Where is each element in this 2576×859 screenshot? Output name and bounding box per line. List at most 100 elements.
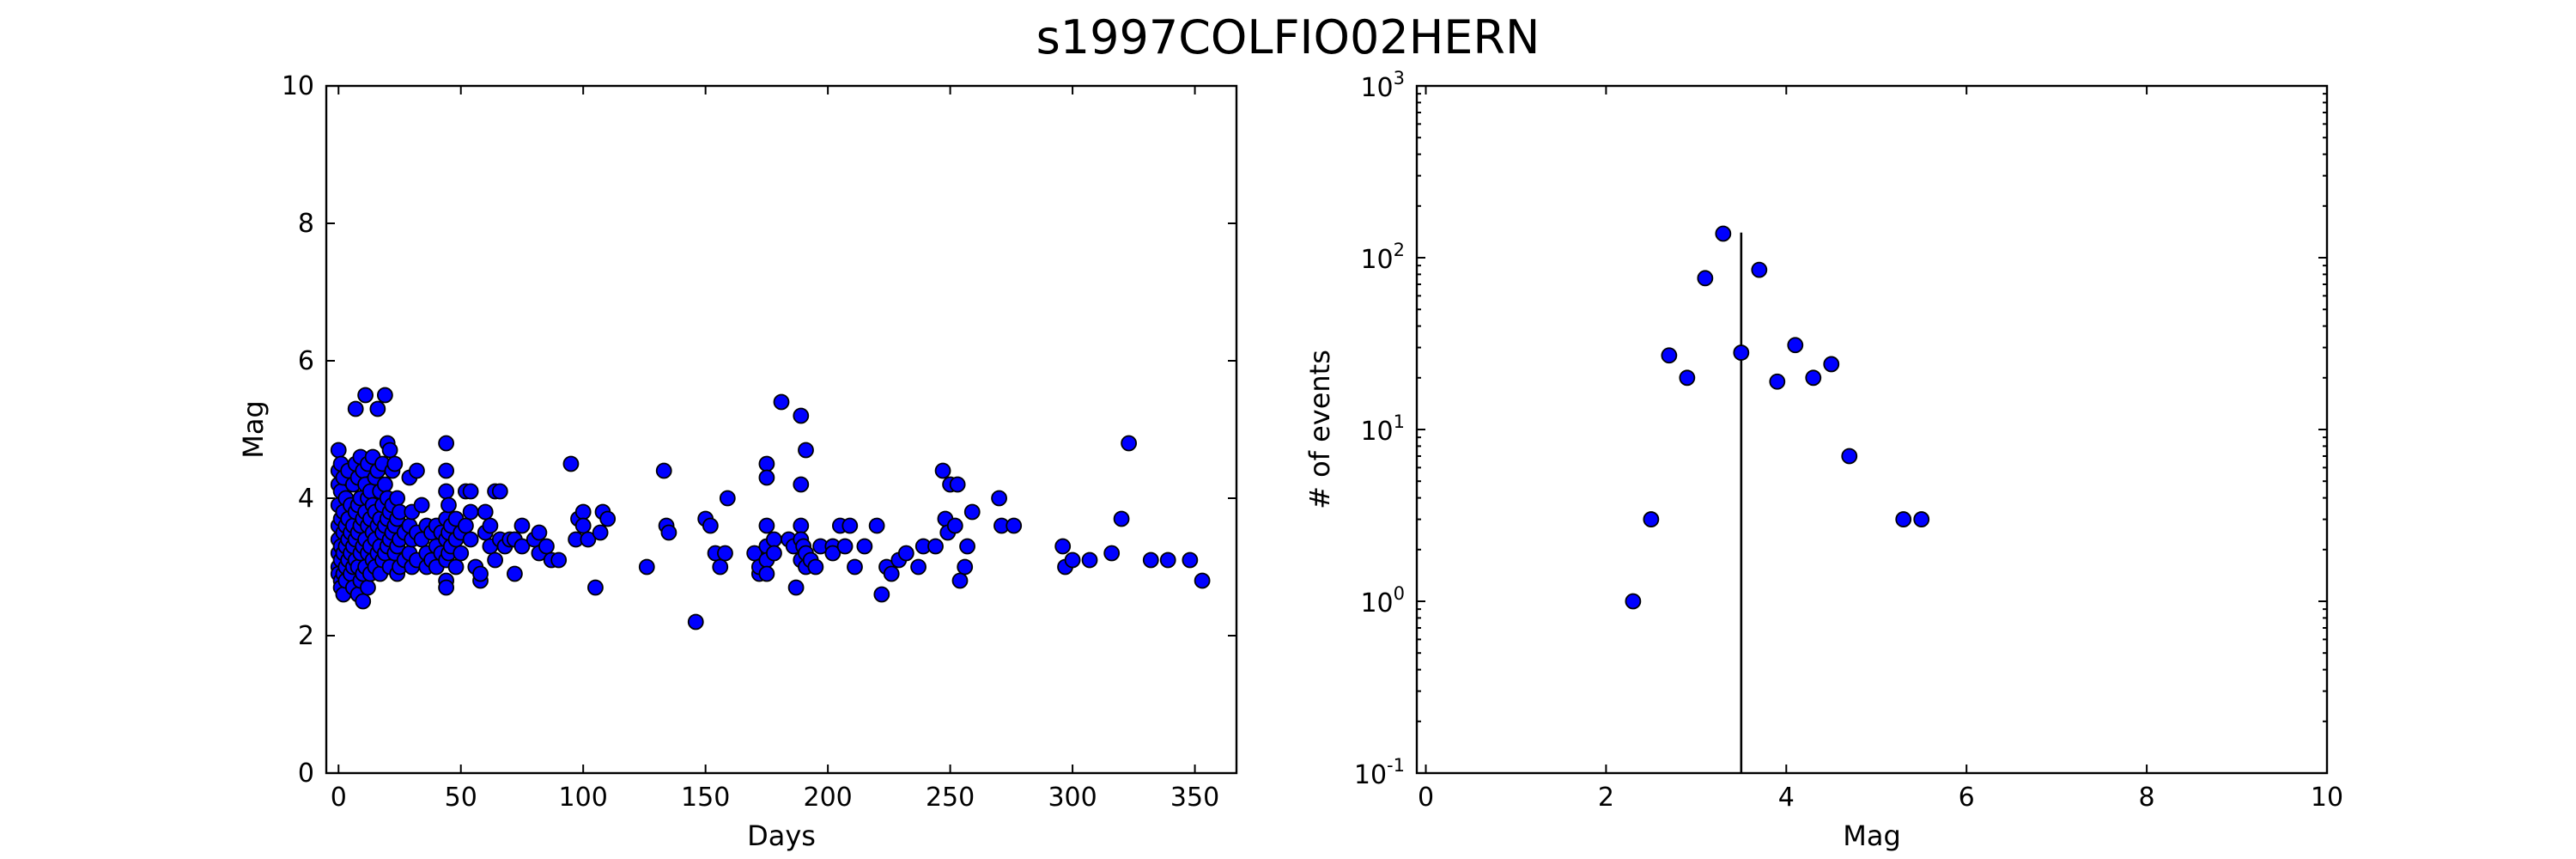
magnitude-point-112 xyxy=(389,490,406,507)
magnitude-point-252 xyxy=(934,462,951,479)
p1-y-tick-label: 0 xyxy=(298,758,314,789)
magnitude-point-273 xyxy=(1159,551,1176,569)
magnitude-point-275 xyxy=(1194,572,1211,589)
magnitude-point-207 xyxy=(717,545,733,562)
frequency-point-5 xyxy=(1715,225,1732,242)
magnitude-point-223 xyxy=(787,579,805,596)
magnitude-point-162 xyxy=(462,483,479,500)
magnitude-point-163 xyxy=(462,503,479,521)
p2-x-axis-title: Mag xyxy=(1843,819,1901,852)
p2-x-tick-label: 4 xyxy=(1778,783,1795,813)
magnitude-point-185 xyxy=(538,538,555,555)
magnitude-point-249 xyxy=(910,558,927,576)
magnitude-point-246 xyxy=(883,565,900,582)
magnitude-point-259 xyxy=(957,558,974,576)
frequency-point-12 xyxy=(1841,448,1858,465)
magnitude-point-143 xyxy=(438,462,455,479)
p1-x-tick-label: 300 xyxy=(1048,783,1097,813)
magnitude-point-173 xyxy=(487,551,504,569)
frequency-magnitude-panel: 0 2 4 6 8 10 10-1 100 101 102 103 Mag # of events xyxy=(1303,68,2343,852)
frequency-point-9 xyxy=(1787,337,1804,354)
magnitude-point-109 xyxy=(386,455,404,472)
magnitude-point-264 xyxy=(1005,517,1023,534)
frequency-points xyxy=(1625,225,1930,610)
magnitude-point-187 xyxy=(550,551,568,569)
magnitude-point-208 xyxy=(719,490,736,507)
frequency-point-0 xyxy=(1625,593,1642,610)
magnitude-point-192 xyxy=(574,517,592,534)
magnitude-point-268 xyxy=(1081,551,1098,569)
p2-y-tick-label: 103 xyxy=(1360,68,1405,103)
p1-x-tick-label: 0 xyxy=(331,783,347,813)
magnitude-point-237 xyxy=(824,545,841,562)
p1-x-tick-label: 100 xyxy=(559,783,608,813)
magnitude-point-197 xyxy=(599,510,617,527)
magnitude-point-201 xyxy=(660,524,677,541)
magnitude-point-270 xyxy=(1113,510,1130,527)
magnitude-point-213 xyxy=(758,469,775,486)
magnitude-point-209 xyxy=(746,545,763,562)
p2-y-tick-label: 10-1 xyxy=(1354,755,1405,790)
magnitude-point-272 xyxy=(1142,551,1159,569)
magnitude-point-269 xyxy=(1103,545,1121,562)
magnitude-point-243 xyxy=(868,517,885,534)
magnitude-point-194 xyxy=(587,579,604,596)
magnitude-point-95 xyxy=(376,476,393,493)
magnitude-point-258 xyxy=(951,572,969,589)
magnitude-point-183 xyxy=(531,524,548,541)
frequency-point-13 xyxy=(1895,511,1912,527)
frequency-point-14 xyxy=(1913,511,1930,527)
magnitude-point-164 xyxy=(462,531,479,548)
p2-y-tick-label: 100 xyxy=(1360,583,1405,618)
magnitude-point-178 xyxy=(507,565,523,582)
magnitude-point-218 xyxy=(766,531,782,548)
p2-y-axis-title: # of events xyxy=(1303,350,1336,509)
frequency-point-7 xyxy=(1751,261,1768,278)
magnitude-point-239 xyxy=(836,538,854,555)
magnitude-point-94 xyxy=(376,387,393,404)
magnitude-point-41 xyxy=(347,400,364,417)
magnitude-point-159 xyxy=(453,545,470,562)
magnitude-point-149 xyxy=(438,579,455,596)
p2-x-tick-label: 8 xyxy=(2139,783,2155,813)
magnitude-point-230 xyxy=(798,442,814,459)
frequency-point-6 xyxy=(1733,344,1750,361)
p1-axes-frame xyxy=(325,84,1238,775)
magnitude-point-217 xyxy=(758,565,775,582)
p1-y-axis-title: Mag xyxy=(237,400,270,459)
magnitude-point-244 xyxy=(873,586,890,603)
magnitude-point-60 xyxy=(357,387,374,404)
magnitude-point-199 xyxy=(655,462,672,479)
magnitude-point-157 xyxy=(447,558,465,576)
p2-x-tick-label: 10 xyxy=(2311,783,2343,813)
magnitude-point-191 xyxy=(574,503,592,521)
magnitude-point-127 xyxy=(409,462,425,479)
p1-y-tick-label: 6 xyxy=(298,346,314,376)
magnitude-point-240 xyxy=(841,517,859,534)
magnitude-point-59 xyxy=(355,593,372,610)
magnitude-point-206 xyxy=(712,558,729,576)
p2-axes-frame xyxy=(1415,84,2329,775)
magnitude-point-150 xyxy=(440,497,457,514)
magnitude-point-261 xyxy=(963,503,981,521)
magnitude-point-0 xyxy=(330,442,347,459)
magnitude-point-195 xyxy=(592,524,609,541)
magnitude-point-130 xyxy=(413,497,430,514)
magnitude-point-188 xyxy=(562,455,580,472)
magnitude-point-241 xyxy=(847,558,863,576)
magnitude-point-260 xyxy=(959,538,975,555)
magnitude-point-234 xyxy=(807,558,824,576)
magnitude-point-212 xyxy=(758,455,775,472)
magnitude-point-82 xyxy=(369,400,386,417)
p1-x-tick-label: 150 xyxy=(681,783,730,813)
figure-title: s1997COLFIO02HERN xyxy=(1036,10,1540,64)
magnitude-point-251 xyxy=(927,538,944,555)
p1-x-tick-label: 350 xyxy=(1170,783,1219,813)
magnitude-point-214 xyxy=(758,517,775,534)
frequency-point-3 xyxy=(1679,369,1696,387)
magnitude-point-142 xyxy=(438,435,455,452)
magnitude-point-224 xyxy=(793,407,810,424)
magnitude-point-102 xyxy=(381,442,398,459)
magnitude-point-220 xyxy=(773,393,790,411)
p2-ticks: 0 2 4 6 8 10 10-1 100 101 102 103 xyxy=(1354,68,2343,813)
